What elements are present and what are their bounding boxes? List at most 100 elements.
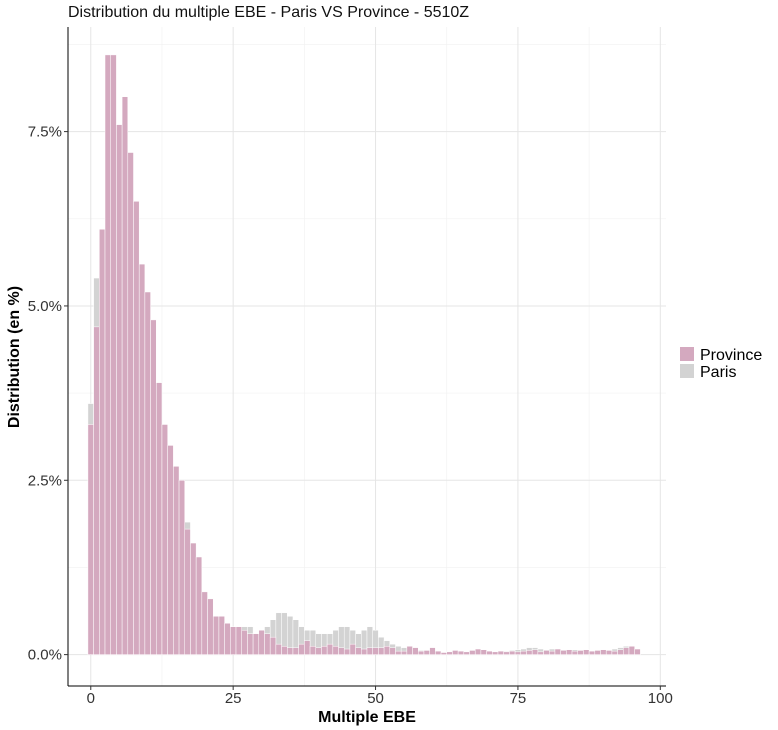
bar-province [548, 650, 556, 655]
bar-province [526, 650, 533, 655]
bar-province [247, 633, 254, 655]
bar-province [469, 650, 476, 655]
bar-province [463, 651, 470, 655]
bar-province [338, 647, 345, 655]
bar-province [298, 643, 305, 655]
bar-province [87, 424, 94, 655]
bar-province [93, 326, 100, 655]
bar-province [429, 647, 436, 655]
bar-province [355, 647, 362, 655]
bar-province [110, 54, 117, 655]
bar-province [127, 152, 134, 655]
bar-province [116, 124, 123, 655]
bar-province [435, 650, 442, 655]
y-axis-title: Distribution (en %) [6, 286, 23, 428]
bar-province [361, 648, 368, 655]
bar-province [309, 646, 316, 655]
bar-province [304, 640, 311, 655]
bar-province [104, 54, 111, 655]
bar-province [480, 649, 487, 655]
bar-province [173, 466, 180, 655]
bar-province [321, 646, 328, 655]
bar-province [212, 616, 220, 655]
bar-province [497, 650, 504, 655]
bar-province [218, 616, 225, 655]
x-tick-label: 50 [367, 690, 384, 707]
bar-province [343, 648, 351, 655]
bar-province [594, 650, 601, 655]
bar-province [195, 556, 203, 655]
bar-province [184, 528, 191, 655]
legend-label-paris: Paris [700, 364, 736, 381]
bar-province [315, 647, 322, 655]
bar-province [446, 651, 453, 655]
bar-province [611, 650, 618, 655]
bar-province [252, 633, 260, 655]
bar-province [531, 649, 539, 655]
bars [87, 54, 641, 655]
bar-province [150, 319, 157, 655]
bar-province [224, 622, 231, 655]
bar-province [418, 650, 425, 655]
bar-province [281, 646, 288, 655]
y-tick-label: 2.5% [28, 472, 62, 489]
bar-province [275, 643, 282, 655]
bar-province [617, 649, 624, 655]
bar-province [121, 96, 129, 655]
axes [67, 27, 666, 687]
legend-label-province: Province [700, 347, 762, 364]
bar-province [514, 651, 522, 655]
x-tick-label: 25 [225, 690, 242, 707]
bar-province [156, 382, 163, 655]
bar-province [258, 629, 265, 655]
bar-province [503, 651, 510, 655]
bar-province [264, 633, 271, 655]
bar-province [583, 649, 590, 655]
bar-province [628, 646, 635, 655]
bar-province [509, 650, 516, 655]
x-axis-title: Multiple EBE [318, 709, 416, 726]
bar-province [452, 650, 459, 655]
bar-province [560, 650, 567, 655]
bar-province [520, 650, 527, 655]
bar-province [457, 650, 465, 655]
bar-province [167, 445, 174, 655]
bar-province [543, 650, 550, 655]
bar-province [241, 629, 248, 655]
bar-province [269, 636, 277, 655]
bar-province [412, 647, 419, 655]
x-tick-label: 75 [510, 690, 527, 707]
bar-province [190, 542, 197, 655]
bar-province [634, 648, 641, 655]
bar-province [366, 647, 373, 655]
bar-province [577, 650, 584, 655]
bar-province [600, 649, 607, 655]
bar-province [178, 480, 186, 655]
bar-province [99, 228, 106, 655]
bar-province [230, 626, 237, 655]
bar-province [554, 648, 561, 655]
bar-province [372, 647, 379, 655]
bar-province [588, 650, 596, 655]
bar-province [161, 424, 168, 655]
bar-province [292, 647, 299, 655]
bar-province [378, 647, 385, 655]
bar-province [383, 646, 391, 655]
legend-key-province [680, 347, 694, 361]
bar-province [389, 647, 396, 655]
y-tick-label: 0.0% [28, 647, 62, 664]
bar-province [349, 643, 356, 655]
legend-key-paris [680, 364, 694, 378]
bar-province [201, 591, 208, 655]
bar-province [571, 650, 578, 655]
bar-province [406, 646, 413, 655]
ticks: 0 25 50 75 100 0.0% 2.5% 5.0% 7.5% [28, 124, 673, 707]
bar-province [235, 626, 242, 655]
bar-province [492, 651, 499, 655]
bar-province [474, 648, 482, 655]
bar-province [440, 652, 447, 655]
y-tick-label: 7.5% [28, 124, 62, 141]
bar-province [287, 647, 294, 655]
